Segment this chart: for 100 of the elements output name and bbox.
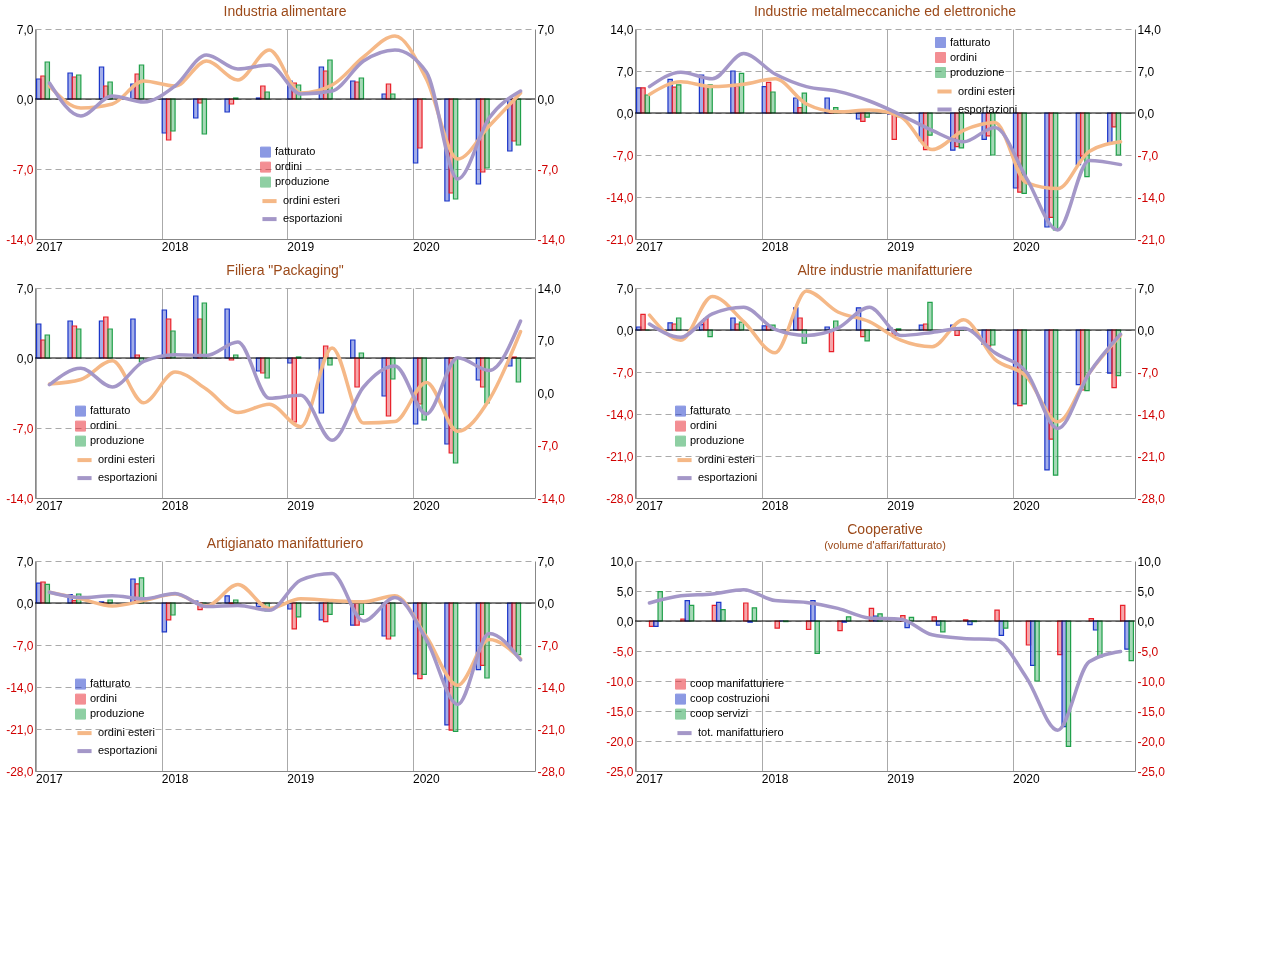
legend-label: produzione <box>90 434 145 447</box>
y2-tick-label: -10,0 <box>1137 674 1166 689</box>
x-tick-label: 2020 <box>1012 239 1040 254</box>
legend-label: produzione <box>90 707 145 720</box>
y-tick-label: -21,0 <box>606 232 634 247</box>
y-tick-label: -7,0 <box>12 638 34 653</box>
y2-tick-label: -7,0 <box>537 439 559 453</box>
x-tick-label: 2019 <box>287 498 315 513</box>
y2-tick-label: 7,0 <box>1137 281 1155 296</box>
x-tick-label: 2020 <box>412 498 440 513</box>
y2-tick-label: 14,0 <box>1137 22 1162 37</box>
legend-label: ordini esteri <box>698 453 755 466</box>
y-tick-label: 7,0 <box>616 64 634 79</box>
y2-tick-label: 0,0 <box>1137 106 1155 121</box>
legend-label: fatturato <box>90 677 131 690</box>
y-tick-label: 0,0 <box>16 351 34 366</box>
x-tick-label: 2017 <box>36 771 64 786</box>
y2-tick-label: -21,0 <box>537 722 566 737</box>
legend-label: ordini esteri <box>98 453 155 466</box>
y2-tick-label: -15,0 <box>1137 704 1166 719</box>
y-tick-label: -7,0 <box>612 148 634 163</box>
x-tick-label: 2017 <box>36 239 64 254</box>
chart-title: Cooperative <box>847 521 923 537</box>
y-tick-label: 0,0 <box>16 596 34 611</box>
legend-label: esportazioni <box>283 212 343 225</box>
y2-tick-label: -5,0 <box>1137 644 1159 659</box>
legend-label: ordini <box>90 419 117 432</box>
x-tick-label: 2020 <box>1012 498 1040 513</box>
y2-tick-label: 7,0 <box>1137 64 1155 79</box>
y-tick-label: -14,0 <box>606 190 634 205</box>
y-tick-label: -7,0 <box>12 421 34 436</box>
y-tick-label: -14,0 <box>6 491 34 506</box>
y-tick-label: 14,0 <box>610 22 634 37</box>
y2-tick-label: 7,0 <box>537 554 555 569</box>
y2-tick-label: -21,0 <box>1137 232 1166 247</box>
y2-tick-label: 7,0 <box>537 334 555 348</box>
y-tick-label: -7,0 <box>12 162 34 177</box>
y-tick-label: -21,0 <box>606 449 634 464</box>
chart-title: Industrie metalmeccaniche ed elettroniche <box>753 3 1017 19</box>
y-tick-label: 10,0 <box>610 554 634 569</box>
y2-tick-label: -14,0 <box>537 232 566 247</box>
legend-label: fatturato <box>275 145 316 158</box>
legend-label: coop costruzioni <box>690 692 770 705</box>
legend-label: ordini <box>950 50 977 63</box>
legend-label: ordini <box>275 160 302 173</box>
legend-label: fatturato <box>690 404 731 417</box>
y-tick-label: 0,0 <box>616 614 634 629</box>
y2-tick-label: -21,0 <box>1137 449 1166 464</box>
x-tick-label: 2018 <box>761 239 789 254</box>
y2-tick-label: -28,0 <box>537 764 566 779</box>
y2-tick-label: -14,0 <box>1137 407 1166 422</box>
x-tick-label: 2018 <box>761 771 789 786</box>
y-tick-label: 7,0 <box>16 554 34 569</box>
y2-tick-label: -7,0 <box>1137 365 1159 380</box>
legend-label: ordini <box>90 692 117 705</box>
y-tick-label: -5,0 <box>612 644 634 659</box>
y2-tick-label: -20,0 <box>1137 734 1166 749</box>
y-tick-label: -28,0 <box>6 764 34 779</box>
y2-tick-label: 0,0 <box>537 92 555 107</box>
y-tick-label: -28,0 <box>606 491 634 506</box>
y-tick-label: 5,0 <box>616 584 634 599</box>
y2-tick-label: 0,0 <box>1137 614 1155 629</box>
y-tick-label: 0,0 <box>16 92 34 107</box>
x-tick-label: 2018 <box>161 239 189 254</box>
y-tick-label: 0,0 <box>616 106 634 121</box>
y-tick-label: -7,0 <box>612 365 634 380</box>
x-tick-label: 2017 <box>36 498 64 513</box>
y2-tick-label: -25,0 <box>1137 764 1166 779</box>
legend-label: ordini <box>690 419 717 432</box>
x-tick-label: 2018 <box>761 498 789 513</box>
y-tick-label: -14,0 <box>6 232 34 247</box>
y2-tick-label: -7,0 <box>1137 148 1159 163</box>
x-tick-label: 2018 <box>161 771 189 786</box>
legend-label: esportazioni <box>98 471 158 484</box>
y2-tick-label: 10,0 <box>1137 554 1162 569</box>
x-tick-label: 2020 <box>1012 771 1040 786</box>
legend-label: esportazioni <box>698 471 758 484</box>
x-tick-label: 2017 <box>636 239 664 254</box>
x-tick-label: 2019 <box>887 498 915 513</box>
legend-label: produzione <box>950 65 1005 78</box>
x-tick-label: 2020 <box>412 771 440 786</box>
chart-title: Altre industrie manifatturiere <box>797 262 973 278</box>
y2-tick-label: 0,0 <box>537 386 555 401</box>
legend-label: coop manifatturiere <box>690 677 785 690</box>
chart-title: Industria alimentare <box>223 3 347 19</box>
x-tick-label: 2020 <box>412 239 440 254</box>
x-tick-label: 2019 <box>287 771 315 786</box>
legend-label: tot. manifatturiero <box>698 726 784 739</box>
legend-label: coop servizi <box>690 707 749 720</box>
y-tick-label: 7,0 <box>16 22 34 37</box>
y2-tick-label: 0,0 <box>1137 323 1155 338</box>
y2-tick-label: -14,0 <box>537 491 566 506</box>
legend-label: fatturato <box>950 35 991 48</box>
y-tick-label: -21,0 <box>6 722 34 737</box>
x-tick-label: 2019 <box>887 771 915 786</box>
y-tick-label: -20,0 <box>606 734 634 749</box>
y2-tick-label: -14,0 <box>537 680 566 695</box>
y-tick-label: 7,0 <box>16 281 34 296</box>
x-tick-label: 2018 <box>161 498 189 513</box>
chart-subtitle: (volume d'affari/fatturato) <box>824 539 946 551</box>
